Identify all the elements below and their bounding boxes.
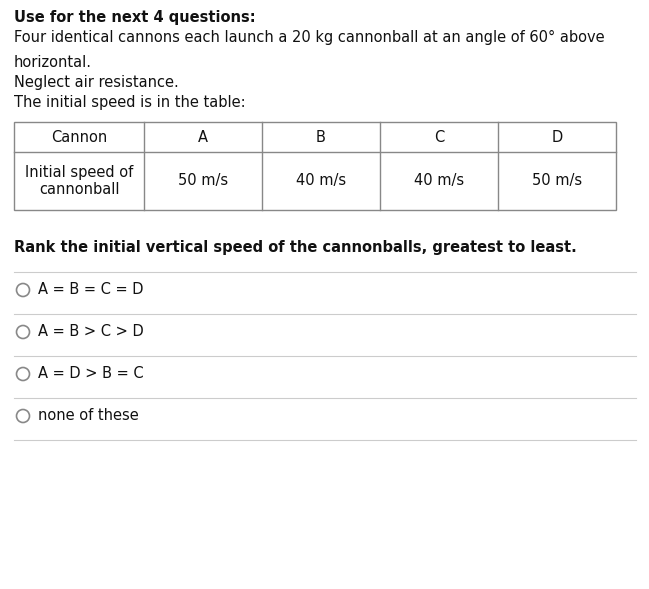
Text: A: A (198, 130, 208, 144)
Text: Rank the initial vertical speed of the cannonballs, greatest to least.: Rank the initial vertical speed of the c… (14, 240, 577, 255)
Text: 40 m/s: 40 m/s (414, 174, 464, 188)
Text: The initial speed is in the table:: The initial speed is in the table: (14, 95, 245, 110)
Text: cannonball: cannonball (39, 183, 119, 197)
Text: Cannon: Cannon (51, 130, 107, 144)
Text: 40 m/s: 40 m/s (296, 174, 346, 188)
Text: Initial speed of: Initial speed of (25, 164, 133, 180)
Circle shape (16, 326, 29, 339)
Circle shape (16, 409, 29, 422)
Text: horizontal.: horizontal. (14, 55, 92, 70)
Text: A = B = C = D: A = B = C = D (38, 283, 143, 297)
Circle shape (16, 283, 29, 296)
Text: A = D > B = C: A = D > B = C (38, 366, 143, 382)
Text: Neglect air resistance.: Neglect air resistance. (14, 75, 178, 90)
Bar (14, 122, 616, 210)
Text: none of these: none of these (38, 409, 139, 423)
Text: C: C (434, 130, 444, 144)
Circle shape (16, 368, 29, 380)
Text: Use for the next 4 questions:: Use for the next 4 questions: (14, 10, 256, 25)
Text: Four identical cannons each launch a 20 kg cannonball at an angle of 60° above: Four identical cannons each launch a 20 … (14, 30, 605, 45)
Text: 50 m/s: 50 m/s (532, 174, 582, 188)
Text: A = B > C > D: A = B > C > D (38, 325, 143, 339)
Text: 50 m/s: 50 m/s (178, 174, 228, 188)
Text: B: B (316, 130, 326, 144)
Text: D: D (552, 130, 563, 144)
